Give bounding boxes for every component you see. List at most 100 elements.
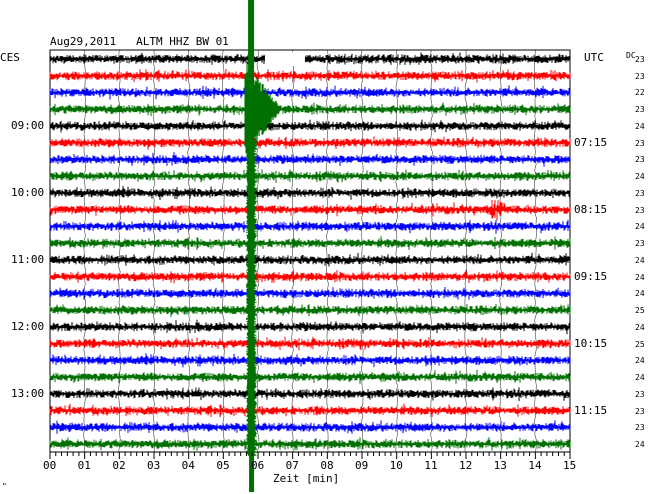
dc-offset-label: 25 (635, 339, 645, 349)
grid-line-minute-7 (291, 49, 295, 453)
x-tick-label: 05 (216, 459, 230, 472)
right-time-label: 07:15 (574, 135, 608, 149)
right-time-label: 10:15 (574, 336, 608, 350)
x-tick-label: 06 (251, 459, 265, 472)
grid-line-minute-11 (429, 49, 433, 453)
x-axis-ticks (49, 452, 571, 459)
right-time-label: 11:15 (574, 403, 608, 417)
dc-offset-label: 24 (635, 440, 645, 449)
trace-row-23 (49, 420, 571, 434)
trace-row-3 (49, 85, 571, 100)
dc-offset-label: 23 (635, 406, 645, 416)
x-tick-label: 02 (112, 459, 126, 472)
grid-line-minute-10 (395, 49, 399, 453)
trace-row-7 (49, 152, 571, 167)
trace-row-20 (49, 369, 571, 384)
x-tick-label: 07 (285, 459, 299, 472)
trace-row-5 (49, 119, 571, 133)
trace-row-15 (49, 287, 571, 300)
x-tick-label: 11 (424, 459, 438, 472)
dc-offset-label: 24 (635, 255, 645, 265)
dc-offset-label: 24 (635, 289, 645, 299)
grid-line-minute-12 (464, 49, 468, 453)
trace-row-16 (49, 303, 571, 317)
dc-offset-label: 24 (635, 373, 645, 383)
grid-line-minute-1 (83, 49, 87, 453)
dc-header-label: DC (626, 51, 636, 60)
quake-clip-upper (248, 0, 255, 110)
dc-offset-label: 24 (635, 322, 645, 332)
trace-row-14 (49, 269, 571, 284)
grid-line-minute-14 (533, 49, 537, 453)
dc-offset-label: 23 (635, 239, 645, 249)
left-time-label: 13:00 (11, 386, 45, 400)
dc-offset-label: 22 (635, 88, 645, 98)
x-tick-label: 10 (389, 459, 403, 472)
trace-row-13 (49, 252, 571, 267)
trace-row-18 (49, 336, 571, 351)
right-corner-label: UTC (584, 51, 604, 64)
dc-offset-label: 25 (635, 306, 645, 316)
x-tick-label: 09 (355, 459, 369, 472)
dc-offset-label: 24 (635, 272, 645, 282)
x-tick-label: 01 (77, 459, 91, 472)
dc-offset-label: 23 (635, 55, 645, 64)
trace-row-1 (49, 52, 571, 65)
earthquake-signal (244, 0, 305, 492)
x-tick-label: 12 (459, 459, 473, 472)
grid-line-minute-13 (499, 49, 503, 453)
x-tick-label: 13 (493, 459, 507, 472)
dc-offset-label: 24 (635, 121, 645, 131)
dc-offset-label: 23 (635, 138, 645, 148)
x-tick-label: 14 (528, 459, 542, 472)
dc-offset-label: 23 (635, 71, 645, 81)
grid-line-minute-9 (360, 49, 364, 453)
grid-line-minute-5 (221, 49, 225, 453)
trace-row-4 (49, 102, 571, 117)
corner-mark: " (2, 482, 7, 491)
grid-line-minute-3 (152, 49, 156, 453)
trace-row-21 (49, 387, 571, 402)
plot-title: Aug29,2011 ALTM HHZ BW 01 (50, 35, 229, 48)
x-tick-label: 15 (563, 459, 577, 472)
trace-gap (264, 52, 305, 66)
trace-row-22 (49, 403, 571, 418)
right-time-label: 08:15 (574, 202, 608, 216)
left-time-label: 10:00 (11, 185, 45, 199)
right-time-label: 09:15 (574, 269, 608, 283)
dc-offset-label: 23 (635, 389, 645, 399)
trace-row-17 (49, 319, 571, 335)
x-axis-label: Zeit [min] (273, 472, 340, 485)
quake-coda-strip (246, 108, 257, 456)
dc-offset-label: 23 (635, 423, 645, 433)
trace-row-6 (49, 136, 571, 150)
left-time-label: 09:00 (11, 118, 45, 132)
dc-offset-label: 24 (635, 222, 645, 232)
left-corner-label: CES (0, 51, 20, 64)
trace-row-24 (49, 437, 571, 451)
left-time-label: 12:00 (11, 319, 45, 333)
dc-offset-label: 24 (635, 172, 645, 182)
trace-row-10 (49, 200, 571, 221)
grid-line-minute-4 (187, 49, 191, 453)
dc-offset-label: 23 (635, 188, 645, 198)
left-time-label: 11:00 (11, 252, 45, 266)
trace-row-9 (49, 185, 571, 200)
x-tick-label: 04 (181, 459, 195, 472)
grid-line-minute-8 (325, 49, 329, 453)
dc-offset-label: 23 (635, 205, 645, 215)
trace-row-12 (49, 236, 571, 250)
x-tick-label: 03 (147, 459, 161, 472)
dc-offset-label: 23 (635, 105, 645, 115)
trace-row-8 (49, 169, 571, 183)
trace-rows (49, 52, 571, 451)
quake-clip-lower (249, 452, 255, 492)
x-tick-label: 08 (320, 459, 334, 472)
dc-offset-label: 24 (635, 356, 645, 366)
grid-line-minute-2 (117, 49, 121, 453)
trace-row-2 (49, 69, 571, 83)
trace-row-19 (49, 353, 571, 368)
x-tick-label: 00 (43, 459, 57, 472)
trace-row-11 (49, 219, 571, 234)
